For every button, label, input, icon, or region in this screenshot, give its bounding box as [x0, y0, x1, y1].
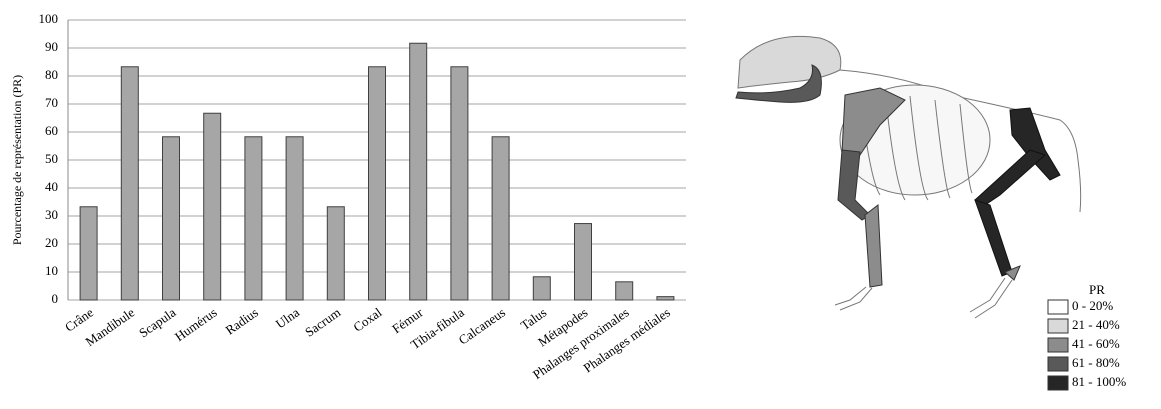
y-tick-label: 80 [45, 67, 58, 82]
legend-label: 81 - 100% [1072, 374, 1126, 389]
bar [615, 281, 634, 301]
y-tick-label: 0 [52, 291, 59, 306]
legend-label: 61 - 80% [1072, 355, 1120, 370]
bar [656, 296, 675, 301]
bar [120, 66, 139, 301]
x-tick-label: Humérus [172, 305, 220, 345]
x-tick-label: Coxal [350, 304, 384, 334]
bar [203, 112, 222, 301]
bar [574, 223, 592, 301]
bar [368, 66, 386, 301]
bar [244, 136, 263, 301]
bar [162, 136, 180, 301]
femur [974, 149, 1046, 206]
legend-swatch [1047, 299, 1069, 315]
mandible [735, 64, 822, 103]
skull [737, 35, 842, 89]
y-tick-label: 70 [45, 95, 58, 110]
y-tick-label: 90 [45, 39, 58, 54]
x-tick-label: Talus [518, 305, 550, 333]
y-tick-label: 40 [45, 179, 58, 194]
bar [491, 136, 510, 301]
spine [839, 69, 1082, 213]
y-tick-label: 30 [45, 207, 58, 222]
y-axis-title: Pourcentage de représentation (PR) [10, 75, 24, 245]
legend-label: 21 - 40% [1072, 317, 1120, 332]
legend-swatch [1047, 356, 1069, 372]
radius-ulna [864, 204, 883, 288]
tibia-fibula [974, 199, 1013, 277]
bar [450, 66, 469, 301]
bar [326, 206, 345, 301]
bar [79, 206, 98, 301]
bar [409, 42, 428, 301]
y-tick-label: 10 [45, 263, 58, 278]
legend-swatch [1047, 375, 1069, 391]
calcaneus [1004, 265, 1021, 281]
skeleton-illustration [735, 35, 1082, 319]
x-tick-label: Scapula [136, 304, 179, 340]
bar [285, 136, 304, 301]
legend-swatch [1047, 318, 1069, 334]
bar [532, 276, 551, 301]
legend-label: 0 - 20% [1072, 298, 1113, 313]
x-tick-label: Radius [223, 305, 261, 338]
hind-foot [969, 277, 1013, 319]
y-tick-label: 60 [45, 123, 58, 138]
x-tick-label: Calcaneus [456, 305, 508, 348]
legend-title: PR [1089, 282, 1105, 297]
legend-swatch [1047, 337, 1069, 353]
y-tick-label: 100 [39, 11, 59, 26]
legend-label: 41 - 60% [1072, 336, 1120, 351]
y-tick-label: 20 [45, 235, 58, 250]
coxal [1009, 107, 1061, 181]
ribs [859, 91, 973, 201]
x-tick-label: Sacrum [302, 305, 343, 340]
y-tick-label: 50 [45, 151, 58, 166]
fore-foot [834, 286, 873, 311]
x-tick-label: Ulna [273, 304, 302, 331]
